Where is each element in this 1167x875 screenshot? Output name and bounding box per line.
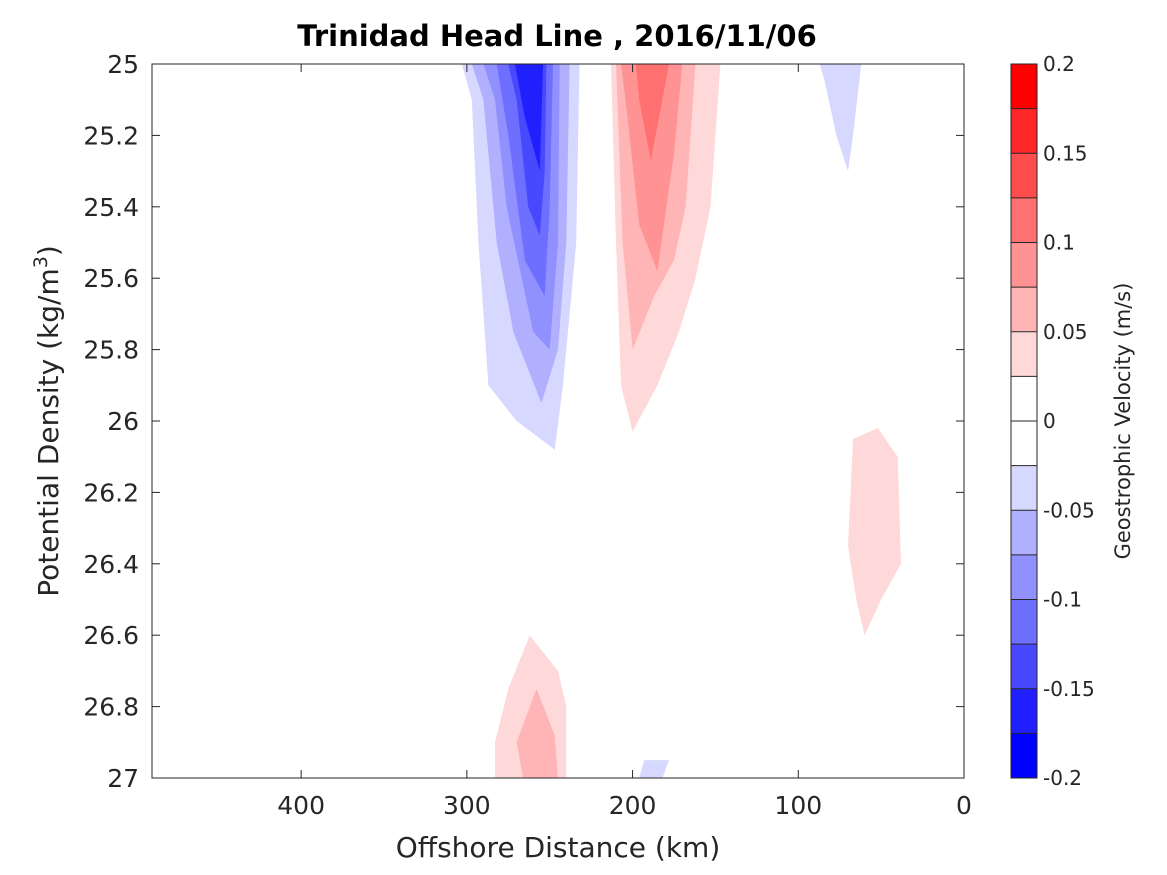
colorbar-tick-label: 0.1: [1043, 231, 1075, 255]
colorbar-tick-label: 0.15: [1043, 141, 1088, 165]
colorbar-segment: [1011, 599, 1037, 645]
contour-region-19: [848, 428, 901, 636]
y-axis-label-main: Potential Density (kg/m: [32, 268, 65, 597]
y-axis: 25 25.2 25.4 25.6 25.8 26 26.2 26.4 26.6 26.8 27: [83, 50, 964, 793]
x-tick-label: 200: [609, 791, 657, 820]
colorbar-segment: [1011, 688, 1037, 734]
contour-region-16: [808, 64, 875, 325]
colorbar-segment: [1011, 153, 1037, 199]
contour-region-20: [872, 617, 898, 743]
y-axis-label: Potential Density (kg/m3): [30, 245, 65, 597]
y-tick-label: 26.8: [83, 693, 139, 722]
colorbar-tick-label: -0.15: [1043, 677, 1095, 701]
contour-region-25: [639, 760, 669, 778]
y-tick-label: 26.4: [83, 550, 139, 579]
contour-region-2: [239, 64, 267, 296]
colorbar-segment: [1011, 64, 1037, 110]
colorbar-label: Geostrophic Velocity (m/s): [1111, 283, 1135, 560]
contour-region-3: [284, 189, 307, 368]
contour-region-17: [819, 64, 862, 172]
x-tick-label: 0: [956, 791, 972, 820]
colorbar-tick-label: 0: [1043, 409, 1056, 433]
y-axis-label-superscript: 3: [30, 256, 52, 268]
contour-region-1: [176, 64, 199, 197]
contour-region-15: [635, 64, 669, 161]
colorbar-segment: [1011, 242, 1037, 288]
colorbar-segment: [1011, 331, 1037, 377]
colorbar-segment: [1011, 465, 1037, 511]
colorbar-segment: [1011, 554, 1037, 600]
colorbar-segment: [1011, 376, 1037, 422]
colorbar-tick-label: 0.05: [1043, 320, 1088, 344]
colorbar-ticks: -0.2 -0.15 -0.1 -0.05 0 0.05 0.1 0.15 0.2: [1043, 52, 1095, 790]
colorbar-segment: [1011, 644, 1037, 690]
y-tick-label: 25.6: [83, 264, 139, 293]
colorbar-segment: [1011, 510, 1037, 556]
contour-fills: [176, 64, 901, 778]
y-tick-label: 25.2: [83, 121, 139, 150]
contour-region-10: [514, 64, 544, 172]
chart-title: Trinidad Head Line , 2016/11/06: [297, 19, 817, 53]
contour-region-14: [621, 64, 683, 272]
colorbar-tick-label: -0.2: [1043, 766, 1082, 790]
colorbar: [1010, 63, 1038, 779]
y-tick-label: 25.4: [83, 193, 139, 222]
x-tick-label: 300: [443, 791, 491, 820]
contour-region-23: [516, 688, 558, 778]
y-tick-label: 27: [107, 764, 139, 793]
y-tick-label: 25.8: [83, 336, 139, 365]
colorbar-tick-label: -0.05: [1043, 498, 1095, 522]
colorbar-segment: [1011, 108, 1037, 154]
y-tick-label: 26.2: [83, 478, 139, 507]
y-tick-label: 26: [107, 407, 139, 436]
colorbar-segment: [1011, 287, 1037, 333]
x-axis: 400 300 200 100 0: [277, 64, 972, 820]
x-tick-label: 400: [277, 791, 325, 820]
colorbar-tick-label: -0.1: [1043, 588, 1082, 612]
colorbar-segment: [1011, 421, 1037, 467]
colorbar-segment: [1011, 733, 1037, 779]
y-tick-label: 25: [107, 50, 139, 79]
x-tick-label: 100: [774, 791, 822, 820]
x-axis-label: Offshore Distance (km): [396, 831, 721, 864]
colorbar-frame: [1010, 63, 1038, 779]
colorbar-tick-label: 0.2: [1043, 52, 1075, 76]
colorbar-segment: [1011, 197, 1037, 243]
y-axis-label-close: ): [32, 245, 65, 256]
contour-region-24: [619, 617, 752, 778]
y-tick-label: 26.6: [83, 621, 139, 650]
